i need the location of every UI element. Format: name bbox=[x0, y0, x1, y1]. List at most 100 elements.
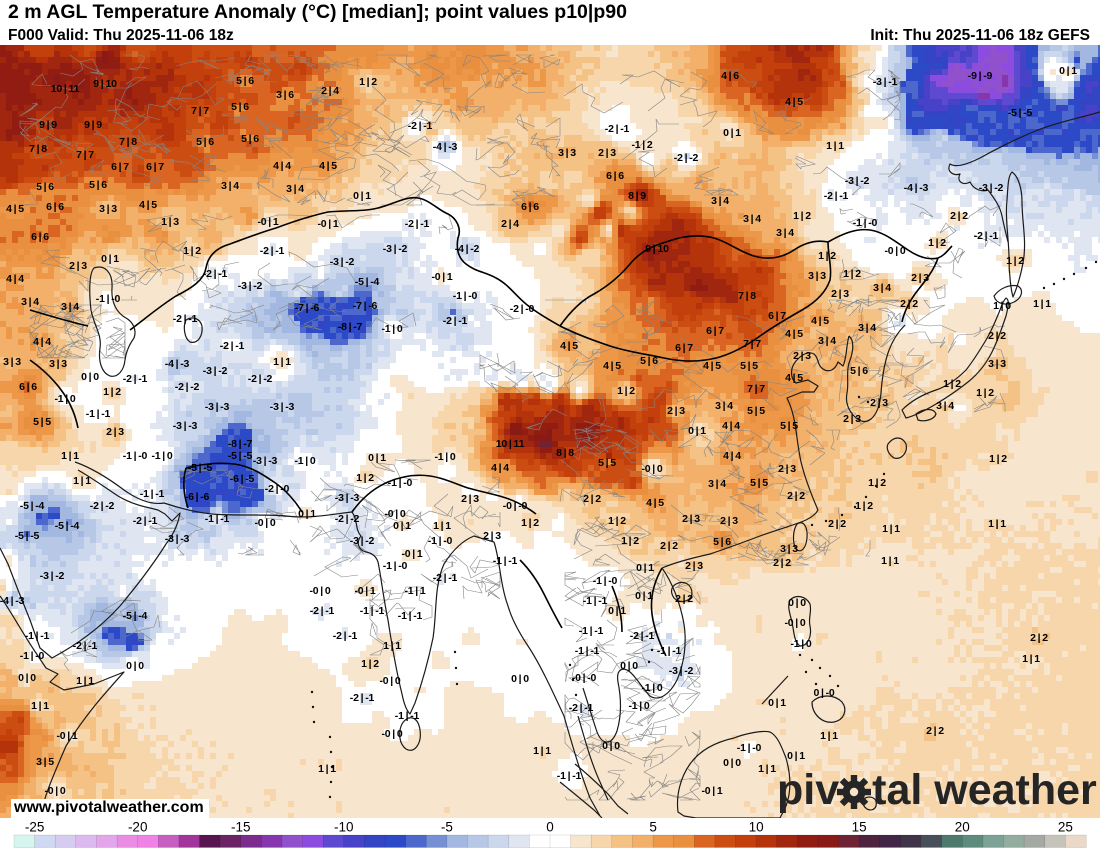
svg-text:-1 | -1: -1 | -1 bbox=[360, 605, 385, 617]
svg-text:1 | 2: 1 | 2 bbox=[608, 515, 626, 527]
svg-text:1 | 2: 1 | 2 bbox=[989, 453, 1007, 465]
svg-text:4 | 5: 4 | 5 bbox=[603, 360, 621, 372]
svg-text:-1 | -1: -1 | -1 bbox=[557, 770, 582, 782]
svg-text:-2 | -1: -2 | -1 bbox=[408, 120, 433, 132]
svg-text:3 | 3: 3 | 3 bbox=[808, 270, 826, 282]
svg-text:3 | 4: 3 | 4 bbox=[61, 301, 79, 313]
svg-text:-3 | -2: -3 | -2 bbox=[40, 570, 65, 582]
svg-text:3 | 4: 3 | 4 bbox=[818, 335, 836, 347]
svg-text:2 | 2: 2 | 2 bbox=[828, 518, 846, 530]
svg-text:-1 | -0: -1 | -0 bbox=[593, 575, 618, 587]
svg-text:-3 | -3: -3 | -3 bbox=[173, 420, 198, 432]
svg-text:6 | 7: 6 | 7 bbox=[111, 161, 129, 173]
svg-text:5 | 6: 5 | 6 bbox=[236, 75, 254, 87]
svg-text:5 | 5: 5 | 5 bbox=[747, 405, 765, 417]
svg-text:-3 | -3: -3 | -3 bbox=[253, 455, 278, 467]
svg-text:-3 | -3: -3 | -3 bbox=[165, 533, 190, 545]
svg-text:1 | 1: 1 | 1 bbox=[76, 675, 94, 687]
svg-text:7 | 7: 7 | 7 bbox=[76, 149, 94, 161]
svg-text:4 | 5: 4 | 5 bbox=[703, 360, 721, 372]
svg-text:-0 | 0: -0 | 0 bbox=[884, 245, 905, 257]
svg-text:-20: -20 bbox=[128, 820, 148, 835]
svg-text:5 | 5: 5 | 5 bbox=[750, 477, 768, 489]
svg-text:-2 | -1: -2 | -1 bbox=[260, 245, 285, 257]
svg-text:1 | 2: 1 | 2 bbox=[928, 237, 946, 249]
svg-text:4 | 4: 4 | 4 bbox=[33, 336, 51, 348]
svg-text:4 | 6: 4 | 6 bbox=[721, 70, 739, 82]
svg-text:-3 | -2: -3 | -2 bbox=[669, 665, 694, 677]
svg-text:1 | 1: 1 | 1 bbox=[1022, 653, 1040, 665]
svg-text:-5 | -4: -5 | -4 bbox=[355, 276, 380, 288]
svg-text:3 | 3: 3 | 3 bbox=[558, 147, 576, 159]
svg-text:25: 25 bbox=[1058, 820, 1073, 835]
svg-text:9 | 9: 9 | 9 bbox=[84, 119, 102, 131]
svg-text:-6 | -5: -6 | -5 bbox=[230, 473, 255, 485]
svg-text:-1 | -0: -1 | -0 bbox=[853, 217, 878, 229]
svg-text:0: 0 bbox=[546, 820, 554, 835]
svg-text:-5 | -5: -5 | -5 bbox=[1008, 107, 1033, 119]
svg-text:-0 | 0: -0 | 0 bbox=[384, 508, 405, 520]
svg-text:2 | 3: 2 | 3 bbox=[720, 515, 738, 527]
svg-text:3 | 3: 3 | 3 bbox=[780, 543, 798, 555]
svg-text:1 | 0: 1 | 0 bbox=[993, 300, 1011, 312]
svg-text:-2 | -1: -2 | -1 bbox=[350, 692, 375, 704]
svg-text:2 | 3: 2 | 3 bbox=[461, 493, 479, 505]
svg-text:1 | 1: 1 | 1 bbox=[826, 140, 844, 152]
svg-text:6 | 7: 6 | 7 bbox=[768, 310, 786, 322]
svg-text:-2 | -1: -2 | -1 bbox=[123, 373, 148, 385]
svg-text:-0 | 0: -0 | 0 bbox=[784, 617, 805, 629]
svg-text:3 | 4: 3 | 4 bbox=[221, 180, 239, 192]
svg-text:1 | 1: 1 | 1 bbox=[31, 700, 49, 712]
svg-text:4 | 4: 4 | 4 bbox=[491, 462, 509, 474]
svg-text:2 | 3: 2 | 3 bbox=[911, 272, 929, 284]
svg-text:0 | 0: 0 | 0 bbox=[511, 673, 529, 685]
svg-text:-2 | -1: -2 | -1 bbox=[443, 315, 468, 327]
svg-text:4 | 5: 4 | 5 bbox=[785, 328, 803, 340]
svg-text:2 | 2: 2 | 2 bbox=[900, 298, 918, 310]
svg-text:-3 | -2: -3 | -2 bbox=[383, 243, 408, 255]
svg-text:1 | 2: 1 | 2 bbox=[183, 245, 201, 257]
svg-text:3 | 4: 3 | 4 bbox=[858, 322, 876, 334]
svg-text:0 | 1: 0 | 1 bbox=[688, 425, 706, 437]
svg-text:1 | 2: 1 | 2 bbox=[521, 517, 539, 529]
svg-text:4 | 5: 4 | 5 bbox=[319, 160, 337, 172]
svg-text:10 | 11: 10 | 11 bbox=[496, 438, 525, 450]
svg-text:-5 | -5: -5 | -5 bbox=[15, 530, 40, 542]
svg-text:-10: -10 bbox=[334, 820, 354, 835]
svg-text:-1 | -1: -1 | -1 bbox=[25, 630, 50, 642]
svg-text:7 | 7: 7 | 7 bbox=[747, 383, 765, 395]
svg-text:1 | 2: 1 | 2 bbox=[103, 386, 121, 398]
svg-text:2 | 3: 2 | 3 bbox=[106, 426, 124, 438]
svg-text:6 | 6: 6 | 6 bbox=[46, 201, 64, 213]
svg-text:8 | 8: 8 | 8 bbox=[556, 447, 574, 459]
svg-text:-0 | 0: -0 | 0 bbox=[309, 585, 330, 597]
svg-text:1 | 1: 1 | 1 bbox=[881, 555, 899, 567]
svg-text:-0 | 1: -0 | 1 bbox=[317, 218, 338, 230]
svg-text:-2 | -2: -2 | -2 bbox=[90, 500, 115, 512]
svg-text:-1 | 0: -1 | 0 bbox=[151, 450, 172, 462]
svg-text:7 | 8: 7 | 8 bbox=[29, 143, 47, 155]
svg-text:-25: -25 bbox=[25, 820, 45, 835]
svg-text:2 | 2: 2 | 2 bbox=[1030, 632, 1048, 644]
svg-text:1 | 1: 1 | 1 bbox=[988, 518, 1006, 530]
svg-text:3 | 4: 3 | 4 bbox=[708, 478, 726, 490]
svg-text:-0 | 1: -0 | 1 bbox=[56, 730, 77, 742]
svg-text:-2 | -1: -2 | -1 bbox=[133, 515, 158, 527]
svg-text:-0 | 1: -0 | 1 bbox=[401, 548, 422, 560]
svg-text:-3 | -2: -3 | -2 bbox=[350, 535, 375, 547]
svg-text:-1 | -1: -1 | -1 bbox=[205, 513, 230, 525]
svg-text:-5 | -5: -5 | -5 bbox=[228, 450, 253, 462]
svg-text:1 | 1: 1 | 1 bbox=[533, 745, 551, 757]
svg-text:8 | 9: 8 | 9 bbox=[628, 190, 646, 202]
svg-text:2 | 3: 2 | 3 bbox=[667, 405, 685, 417]
svg-text:-1 | -0: -1 | -0 bbox=[20, 650, 45, 662]
svg-text:-1 | 0: -1 | 0 bbox=[790, 638, 811, 650]
svg-text:-0 | 0: -0 | 0 bbox=[641, 463, 662, 475]
svg-text:-3 | -3: -3 | -3 bbox=[205, 401, 230, 413]
svg-text:0 | 1: 0 | 1 bbox=[353, 190, 371, 202]
svg-text:-2 | -2: -2 | -2 bbox=[248, 373, 273, 385]
svg-text:5 | 6: 5 | 6 bbox=[850, 365, 868, 377]
svg-text:3 | 6: 3 | 6 bbox=[276, 89, 294, 101]
svg-text:3 | 4: 3 | 4 bbox=[873, 282, 891, 294]
svg-text:-5 | -5: -5 | -5 bbox=[188, 462, 213, 474]
